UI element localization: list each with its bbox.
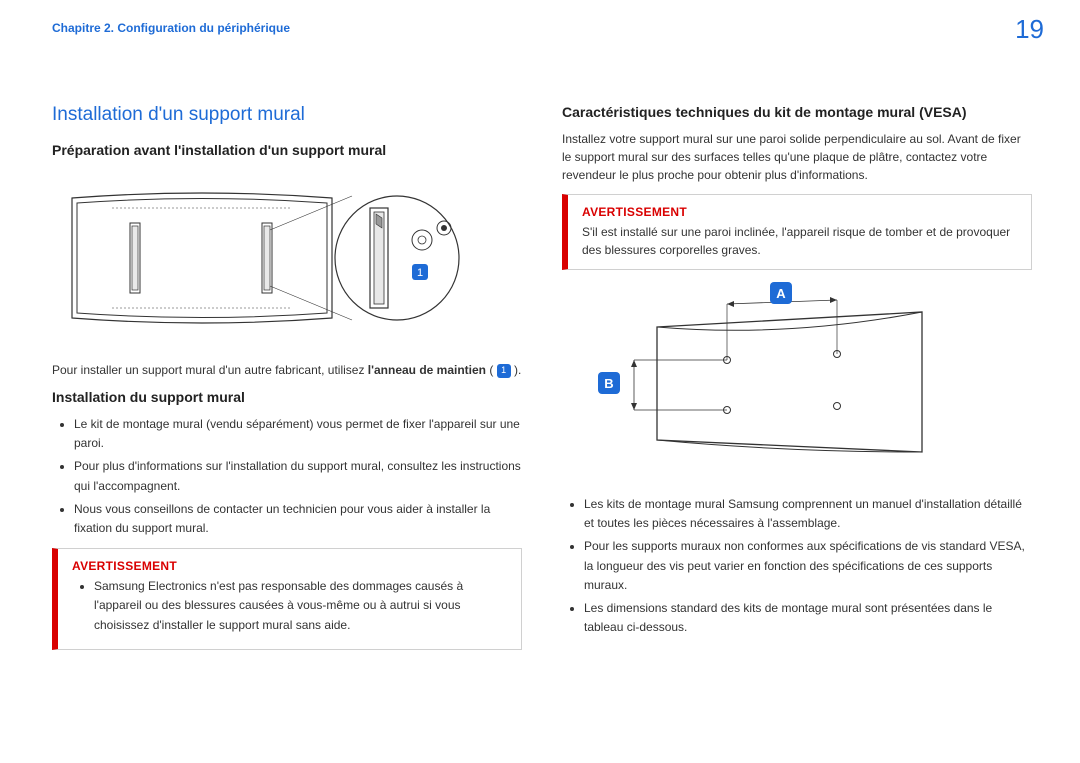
prep-note-close: ). (511, 363, 522, 377)
prep-note-open: ( (486, 363, 497, 377)
ref-badge-1: 1 (497, 364, 511, 378)
prep-note: Pour installer un support mural d'un aut… (52, 361, 522, 379)
right-column: Caractéristiques techniques du kit de mo… (562, 104, 1032, 650)
page-header: Chapitre 2. Configuration du périphériqu… (0, 0, 1080, 56)
warning-label: AVERTISSEMENT (72, 559, 507, 573)
warning-box-right: AVERTISSEMENT S'il est installé sur une … (562, 194, 1032, 270)
warning-text: S'il est installé sur une paroi inclinée… (582, 223, 1017, 259)
list-item: Pour plus d'informations sur l'installat… (74, 457, 522, 495)
left-column: Installation d'un support mural Préparat… (52, 104, 522, 650)
list-item: Nous vous conseillons de contacter un te… (74, 500, 522, 538)
page-content: Installation d'un support mural Préparat… (52, 104, 1028, 650)
list-item: Le kit de montage mural (vendu séparémen… (74, 415, 522, 453)
page-number: 19 (1015, 14, 1044, 45)
list-item: Pour les supports muraux non conformes a… (584, 537, 1032, 595)
warning-bullets: Samsung Electronics n'est pas responsabl… (72, 577, 507, 635)
figure-badge-1: 1 (417, 267, 423, 279)
warning-box-left: AVERTISSEMENT Samsung Electronics n'est … (52, 548, 522, 650)
vesa-intro: Installez votre support mural sur une pa… (562, 130, 1032, 184)
vesa-label-a: A (770, 282, 792, 304)
warning-label: AVERTISSEMENT (582, 205, 1017, 219)
subhead-vesa: Caractéristiques techniques du kit de mo… (562, 104, 1032, 120)
section-title-install: Installation d'un support mural (52, 104, 522, 126)
install-bullets: Le kit de montage mural (vendu séparémen… (52, 415, 522, 538)
vesa-bullets: Les kits de montage mural Samsung compre… (562, 495, 1032, 637)
prep-note-bold: l'anneau de maintien (368, 363, 486, 377)
figure-vesa: A B (562, 282, 1032, 487)
subhead-installation: Installation du support mural (52, 389, 522, 405)
list-item: Samsung Electronics n'est pas responsabl… (94, 577, 507, 635)
subhead-preparation: Préparation avant l'installation d'un su… (52, 142, 522, 158)
list-item: Les kits de montage mural Samsung compre… (584, 495, 1032, 533)
figure-preparation: 1 (52, 168, 522, 353)
vesa-label-b: B (598, 372, 620, 394)
chapter-title: Chapitre 2. Configuration du périphériqu… (52, 21, 290, 35)
prep-note-prefix: Pour installer un support mural d'un aut… (52, 363, 368, 377)
list-item: Les dimensions standard des kits de mont… (584, 599, 1032, 637)
